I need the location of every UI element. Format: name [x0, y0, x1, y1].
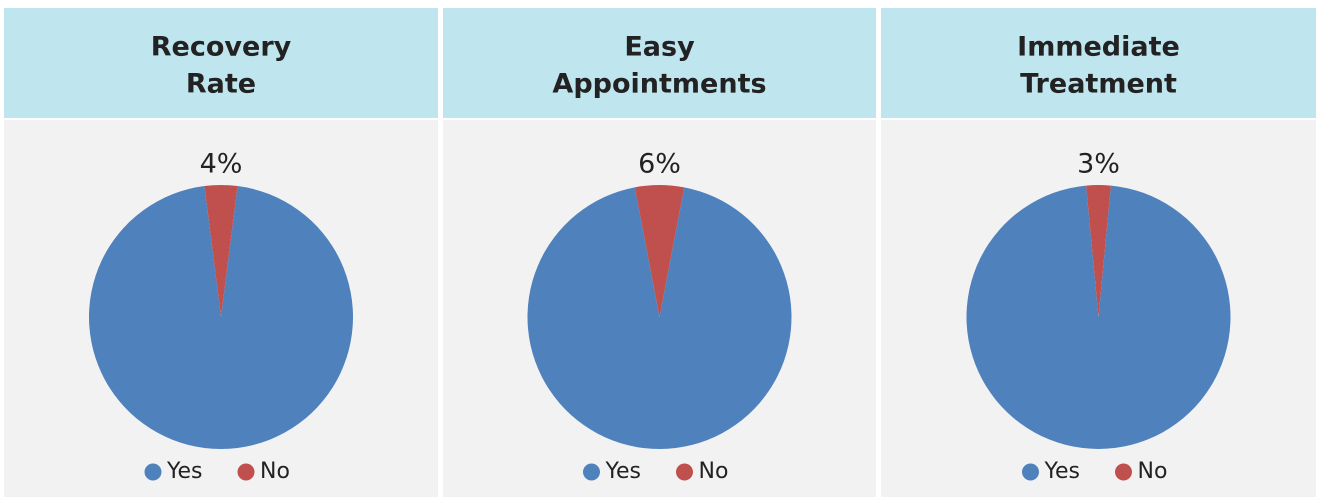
- value-label: 6%: [638, 149, 681, 180]
- pie-slice: [634, 185, 685, 317]
- legend-swatch: [1115, 463, 1132, 481]
- pie-slice: [966, 185, 1231, 449]
- legend-swatch: [1022, 463, 1039, 481]
- panel-title: Immediate: [1017, 32, 1180, 63]
- pie-slice: [527, 187, 792, 450]
- panel-header: [4, 8, 438, 118]
- pie-slice: [204, 185, 238, 317]
- pie-slice: [89, 186, 354, 449]
- value-label: 4%: [200, 149, 243, 180]
- panel-header: [881, 8, 1316, 118]
- legend-label: No: [1138, 459, 1168, 484]
- panel-title: Appointments: [552, 69, 766, 100]
- panel-title: Rate: [186, 69, 256, 100]
- legend-swatch: [583, 463, 600, 481]
- legend-swatch: [144, 463, 162, 481]
- panel-title: Recovery: [151, 32, 292, 63]
- legend-label: Yes: [605, 459, 642, 484]
- panel-title: Treatment: [1020, 69, 1177, 100]
- panel-header: [443, 8, 876, 118]
- legend-swatch: [676, 463, 693, 481]
- value-label: 3%: [1077, 149, 1120, 180]
- legend-label: No: [699, 459, 729, 484]
- panel-title: Easy: [624, 32, 695, 63]
- legend-label: Yes: [1044, 459, 1081, 484]
- legend-label: Yes: [166, 459, 203, 484]
- pie-slice: [1086, 184, 1111, 317]
- legend-label: No: [260, 459, 290, 484]
- legend-swatch: [237, 463, 255, 481]
